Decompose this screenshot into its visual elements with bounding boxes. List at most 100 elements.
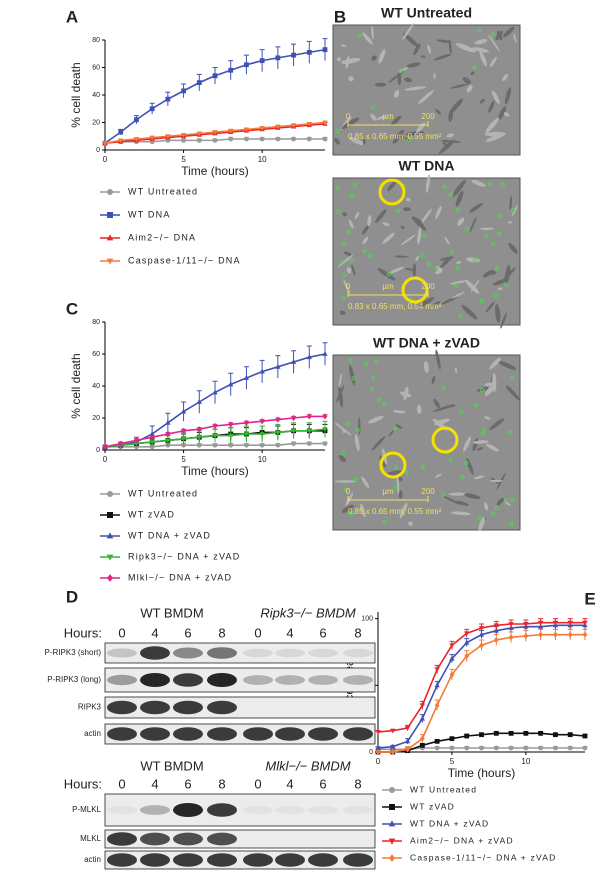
blot-header: Ripk3−/− BMDM [260, 605, 356, 620]
cell [349, 137, 365, 146]
cell [402, 23, 414, 40]
x-axis-label: Time (hours) [181, 464, 249, 478]
cell [362, 236, 369, 245]
cell [341, 57, 361, 64]
cell [368, 415, 384, 424]
cell [370, 113, 377, 121]
band [107, 832, 137, 846]
cell [375, 209, 387, 224]
marker [165, 134, 171, 140]
cell [427, 44, 432, 54]
marker [196, 131, 202, 137]
marker [180, 408, 187, 414]
marker [390, 743, 396, 749]
band [107, 805, 137, 815]
fluorescent-cell [507, 430, 512, 435]
marker [538, 745, 544, 751]
cell [436, 268, 443, 273]
cell [371, 436, 386, 451]
marker [388, 838, 396, 845]
x-tick-label: 0 [376, 757, 381, 766]
cell [382, 232, 395, 244]
fluorescent-cell [419, 252, 424, 258]
blot-row-label: MLKL [80, 834, 101, 843]
highlight-circle [431, 426, 459, 454]
marker [419, 735, 425, 742]
fluorescent-cell [395, 208, 401, 213]
marker [212, 73, 218, 79]
fluorescent-cell [458, 314, 463, 319]
marker [291, 52, 296, 58]
marker [243, 375, 250, 380]
x-tick-label: 5 [181, 155, 186, 164]
lane-label: 0 [118, 776, 125, 791]
cell [456, 261, 462, 264]
cell [397, 72, 402, 86]
cell [340, 44, 347, 47]
fluorescent-cell [371, 376, 376, 381]
cell [387, 180, 397, 192]
band [107, 727, 137, 741]
lane-label: 4 [151, 776, 158, 791]
cell [361, 224, 370, 235]
cell [395, 424, 403, 429]
highlight-circle [401, 276, 429, 304]
band [275, 727, 305, 741]
scale-dims: 0.85 x 0.65 mm, 0.55 mm² [348, 507, 442, 516]
cell [360, 503, 366, 518]
legend-label: WT zVAD [410, 801, 455, 811]
cell [448, 39, 452, 54]
cell [415, 256, 419, 262]
fluorescent-cell [344, 487, 349, 492]
cell [464, 493, 481, 500]
cell [485, 443, 499, 452]
cell [502, 267, 516, 282]
cell [498, 360, 517, 370]
band [207, 673, 237, 687]
cell [376, 115, 387, 121]
fluorescent-cell [342, 272, 347, 277]
cell [502, 73, 509, 81]
cell [402, 207, 411, 212]
marker [133, 441, 140, 447]
marker [180, 132, 187, 138]
marker [212, 422, 218, 430]
cell [398, 489, 403, 499]
band [243, 727, 273, 741]
cell [466, 457, 474, 475]
marker [322, 413, 328, 420]
cell [343, 279, 351, 295]
cell [430, 301, 441, 308]
fluorescent-cell [357, 33, 362, 38]
lane-label: 8 [218, 776, 225, 791]
x-tick-label: 0 [103, 155, 108, 164]
cell [396, 474, 400, 495]
cell [420, 208, 432, 224]
marker [405, 746, 410, 753]
marker [212, 433, 218, 439]
marker [134, 117, 139, 123]
cell [507, 221, 513, 224]
cell [389, 266, 404, 274]
cell [484, 502, 489, 511]
cell [465, 279, 480, 294]
band [308, 853, 338, 867]
marker [259, 58, 265, 64]
band [275, 805, 305, 815]
x-tick-label: 0 [103, 455, 108, 464]
fluorescent-cell [382, 401, 387, 406]
cell [404, 86, 427, 91]
legend-label: WT DNA + zVAD [410, 818, 489, 828]
fluorescent-cell [341, 241, 347, 247]
cell [412, 263, 416, 278]
marker [228, 67, 234, 73]
fluorescent-cell [434, 266, 439, 271]
band [275, 675, 305, 685]
cell [513, 33, 517, 43]
blot-strip [104, 642, 376, 664]
cell [491, 90, 500, 105]
marker [133, 137, 140, 142]
fluorescent-cell [454, 283, 459, 288]
fluorescent-cell [481, 431, 486, 436]
cell [425, 174, 430, 194]
